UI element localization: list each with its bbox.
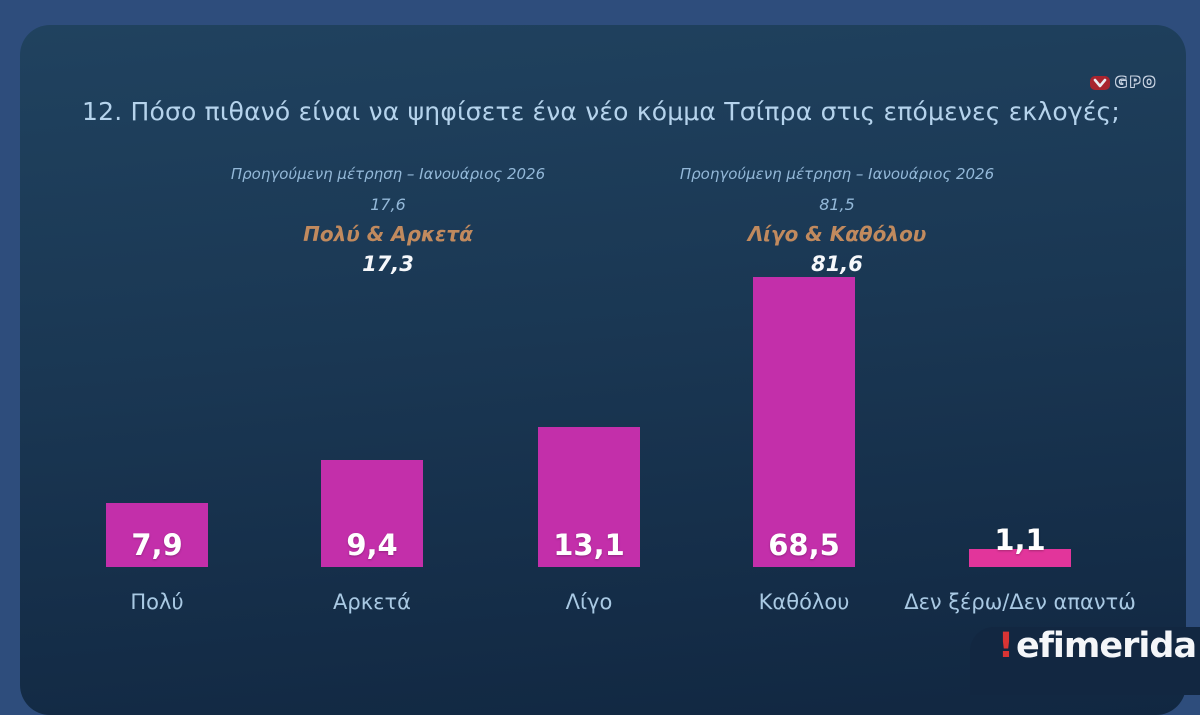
bar-katholou: 68,5	[753, 277, 855, 567]
efimerida-logo-text: efimerida	[1015, 626, 1197, 666]
category-label-katholou: Καθόλου	[758, 590, 850, 614]
group-label: Λίγο & Καθόλου	[747, 222, 927, 246]
previous-measure-value: 17,6	[370, 195, 406, 214]
bar-column-katholou: 68,5	[674, 277, 934, 567]
previous-measure-label: Προηγούμενη μέτρηση – Ιανουάριος 2026	[230, 165, 546, 183]
bar-value-label: 7,9	[131, 528, 183, 562]
bar-den-xero: 1,1	[969, 523, 1071, 567]
bar-value-label: 1,1	[994, 523, 1046, 557]
current-value: 17,3	[362, 252, 414, 276]
category-label-ligo: Λίγο	[565, 590, 613, 614]
gpo-logo-text: GPO	[1115, 75, 1158, 91]
category-label-arketa: Αρκετά	[333, 590, 411, 614]
previous-measure-label: Προηγούμενη μέτρηση – Ιανουάριος 2026	[679, 165, 995, 183]
bar-column-poly: 7,9	[27, 503, 287, 567]
annotation-ligo-katholou: Προηγούμενη μέτρηση – Ιανουάριος 2026 81…	[635, 165, 1039, 276]
bar-value-label: 9,4	[346, 528, 398, 562]
question-title: 12. Πόσο πιθανό είναι να ψηφίσετε ένα νέ…	[82, 97, 1121, 126]
bar-value-label: 13,1	[553, 528, 625, 562]
efimerida-exclamation-mark: !	[998, 626, 1014, 666]
bar-poly: 7,9	[106, 503, 208, 567]
bar-column-ligo: 13,1	[459, 427, 719, 567]
gpo-logo: GPO	[1090, 75, 1158, 91]
bar-arketa: 9,4	[321, 460, 423, 567]
previous-measure-value: 81,5	[819, 195, 855, 214]
current-value: 81,6	[811, 252, 863, 276]
poll-slide: { "header": { "title": "12. Πόσο πιθανό …	[20, 25, 1200, 715]
bar-column-arketa: 9,4	[242, 460, 502, 567]
slide-card: GPO 12. Πόσο πιθανό είναι να ψηφίσετε έν…	[20, 25, 1186, 715]
efimerida-watermark: ! efimerida	[970, 627, 1200, 695]
gpo-check-icon	[1090, 75, 1111, 91]
bar-ligo: 13,1	[538, 427, 640, 567]
bar-value-label: 68,5	[768, 528, 840, 562]
category-label-poly: Πολύ	[130, 590, 184, 614]
group-label: Πολύ & Αρκετά	[303, 222, 473, 246]
annotation-poly-arketa: Προηγούμενη μέτρηση – Ιανουάριος 2026 17…	[186, 165, 590, 276]
category-label-den-xero: Δεν ξέρω/Δεν απαντώ	[904, 590, 1136, 614]
bar-column-den-xero: 1,1	[890, 523, 1150, 567]
